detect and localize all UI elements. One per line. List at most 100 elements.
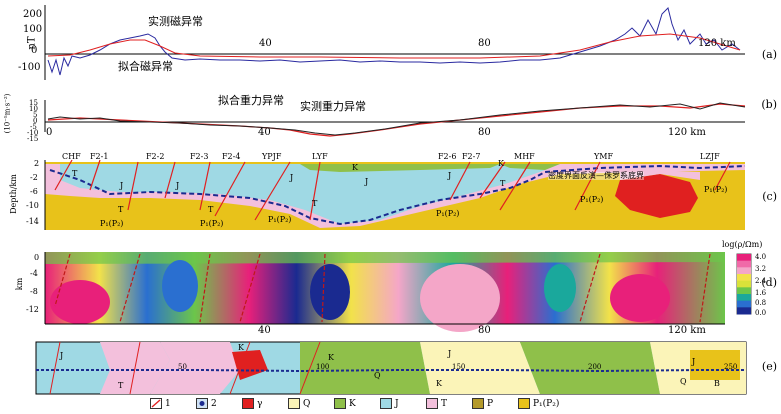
cretaceous-layer-east xyxy=(500,164,560,170)
conductive-body xyxy=(544,264,576,312)
map-unit-label: B xyxy=(714,379,720,388)
fault-line xyxy=(164,161,176,199)
map-unit-label: Q xyxy=(374,371,381,380)
colorbar-tick: 2.4 xyxy=(755,277,767,285)
legend-item-j: J xyxy=(380,397,399,411)
x-tick-label: 40 xyxy=(259,38,272,49)
x-tick-label: 80 xyxy=(478,325,491,336)
fault-line xyxy=(49,341,61,395)
fault-label-f26: F2-6 xyxy=(438,152,457,161)
legend-label: P₁(P₂) xyxy=(533,399,560,409)
fault-label-ymf: YMF xyxy=(594,152,614,161)
map-fault-lines xyxy=(49,341,321,395)
y-axis-label: Depth/km xyxy=(8,174,18,214)
panel-label: (d) xyxy=(761,276,777,289)
unit-label-p1p2: P₁(P₂) xyxy=(436,209,460,218)
conductive-body xyxy=(310,264,350,320)
fault-line xyxy=(699,253,711,323)
y-tick-label: -2 xyxy=(30,173,38,182)
legend-item-p: P xyxy=(472,397,493,411)
map-unit-label: K xyxy=(436,379,442,388)
legend-item-gamma: γ xyxy=(242,397,262,411)
legend-label: 1 xyxy=(165,399,171,409)
fault-line xyxy=(129,341,141,395)
map-unit-label: Q xyxy=(680,377,687,386)
colorbar-segment xyxy=(737,307,751,315)
resistivity-field xyxy=(45,252,725,324)
fitted-gravity-curve xyxy=(47,103,746,137)
fault-line xyxy=(499,161,531,211)
fault-line xyxy=(54,159,73,191)
legend-swatch xyxy=(334,398,346,409)
legend-item-p1p2: P₁(P₂) xyxy=(518,397,559,411)
legend-item-q: Q xyxy=(288,397,310,411)
cretaceous-layer xyxy=(300,164,500,172)
granite-body xyxy=(615,174,698,218)
fault-label-lyf: LYF xyxy=(312,152,328,161)
fault-symbol-icon xyxy=(150,398,162,409)
fitted-magnetic-label: 拟合磁异常 xyxy=(118,60,173,73)
legend-label: J xyxy=(395,399,399,409)
fault-label-f24: F2-4 xyxy=(222,152,241,161)
fault-line xyxy=(127,161,139,211)
legend-label: Q xyxy=(303,399,311,409)
fault-line xyxy=(449,161,471,201)
legend-swatch xyxy=(518,398,530,409)
y-tick-label: -6 xyxy=(30,187,38,196)
y-tick-label: 0 xyxy=(34,253,40,262)
x-tick-label: 120 km xyxy=(668,325,706,336)
fault-label-f21: F2-1 xyxy=(90,152,109,161)
y-tick-label: -10 xyxy=(26,201,39,210)
legend-swatch xyxy=(242,398,254,409)
unit-label-p1p2: P₁(P₂) xyxy=(580,195,604,204)
map-tick-label: 150 xyxy=(452,363,466,371)
legend-label: K xyxy=(349,399,356,409)
legend-label: T xyxy=(441,399,448,409)
panel-c-geologic-section: Depth/km 2 -2 -6 -10 -14 CHF F2-1 F2-2 F… xyxy=(0,150,781,234)
colorbar-title: log(ρ/Ωm) xyxy=(722,240,763,249)
unit-label-j: J xyxy=(290,173,294,182)
map-tick-label: 200 xyxy=(588,363,602,371)
legend-item-k: K xyxy=(334,397,356,411)
panel-label: (c) xyxy=(762,190,777,203)
map-unit-q xyxy=(420,342,540,394)
map-unit-k xyxy=(520,342,660,394)
resistivity-plot xyxy=(44,252,752,332)
density-interface-annotation: 密度界面反演—侏罗系底界 xyxy=(548,171,644,180)
colorbar-segment xyxy=(737,287,751,295)
y-tick-label: 5 xyxy=(33,111,38,119)
colorbar-tick: 3.2 xyxy=(755,265,767,273)
unit-label-t: T xyxy=(312,199,318,208)
colorbar-segment xyxy=(737,260,751,268)
unit-label-p1p2: P₁(P₂) xyxy=(704,185,728,194)
fault-label-mhf: MHF xyxy=(514,152,535,161)
surface-layer xyxy=(45,252,725,264)
unit-label-t: T xyxy=(208,205,214,214)
y-tick-label: 200 xyxy=(23,9,43,20)
fault-line xyxy=(321,253,326,323)
map-tick-label: 100 xyxy=(316,363,330,371)
legend-swatch xyxy=(380,398,392,409)
legend-item-fault: 1 xyxy=(150,397,171,411)
panel-a-magnetic: nT 200 100 0 -100 40 80 120 km 实测磁异常 拟合磁… xyxy=(0,0,781,84)
y-tick-label: -5 xyxy=(30,123,37,131)
fault-label-chf: CHF xyxy=(62,152,81,161)
fitted-magnetic-curve xyxy=(47,33,741,59)
x-tick-label: 40 xyxy=(258,325,271,336)
y-axis-label: km xyxy=(15,277,25,291)
colorbar-tick: 0.0 xyxy=(755,309,767,317)
legend-label: 2 xyxy=(211,399,217,409)
colorbar-segment xyxy=(737,254,751,262)
map-unit-gamma xyxy=(232,350,268,380)
conductive-body xyxy=(162,260,198,312)
unit-label-j: J xyxy=(176,181,180,190)
colorbar-segment xyxy=(737,274,751,282)
magnetic-plot xyxy=(44,5,745,80)
observed-gravity-curve xyxy=(47,102,746,136)
x-tick-label: 80 xyxy=(478,38,491,49)
fault-line xyxy=(89,159,101,191)
legend-swatch xyxy=(288,398,300,409)
y-tick-label: 100 xyxy=(23,24,43,35)
jurassic-layer xyxy=(60,164,560,224)
section-plot xyxy=(44,159,746,230)
